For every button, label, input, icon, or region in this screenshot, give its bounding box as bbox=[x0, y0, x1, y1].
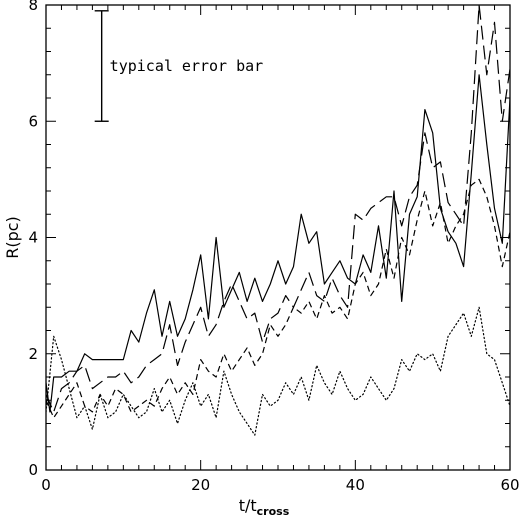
y-tick-label: 4 bbox=[28, 229, 38, 247]
x-tick-label: 20 bbox=[191, 476, 210, 494]
error-bar-annotation: typical error bar bbox=[110, 57, 264, 75]
series-layer bbox=[46, 5, 510, 436]
y-axis-title: R(pc) bbox=[3, 216, 22, 259]
x-axis-title-main: t/t bbox=[239, 496, 257, 515]
x-tick-label: 60 bbox=[500, 476, 519, 494]
y-tick-label: 2 bbox=[28, 345, 38, 363]
x-axis-title-subscript: cross bbox=[257, 505, 290, 518]
tick-labels: 0 20 40 60 0 2 4 6 8 bbox=[28, 0, 519, 494]
y-tick-label: 0 bbox=[28, 461, 38, 479]
y-tick-label: 8 bbox=[28, 0, 38, 14]
series-line-dotted bbox=[46, 306, 510, 436]
x-tick-label: 0 bbox=[41, 476, 51, 494]
series-line-solid bbox=[46, 74, 510, 413]
x-axis-title: t/tcross bbox=[239, 496, 290, 518]
series-line-shortdash bbox=[46, 178, 510, 419]
y-tick-label: 6 bbox=[28, 112, 38, 130]
x-tick-label: 40 bbox=[346, 476, 365, 494]
series-line-longdash bbox=[46, 5, 510, 413]
typical-error-bar bbox=[94, 10, 109, 122]
ticks-layer bbox=[45, 4, 511, 471]
